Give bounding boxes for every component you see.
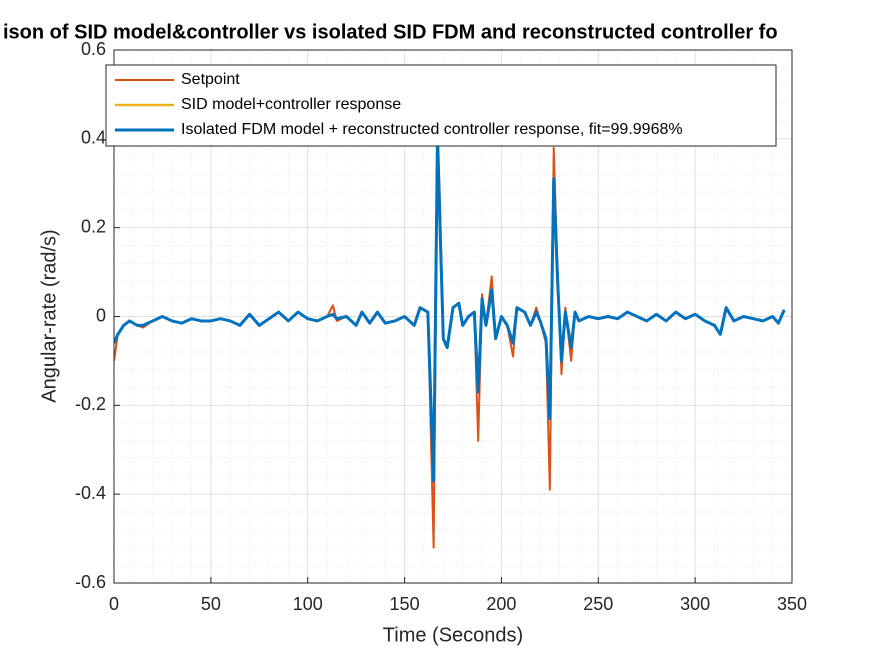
legend-label: SID model+controller response <box>181 96 401 113</box>
x-tick-label: 250 <box>583 594 613 614</box>
x-tick-label: 100 <box>293 594 323 614</box>
x-tick-label: 0 <box>109 594 119 614</box>
y-tick-label: 0.2 <box>81 216 106 236</box>
x-tick-label: 150 <box>390 594 420 614</box>
y-tick-label: 0 <box>96 305 106 325</box>
legend-label: Isolated FDM model + reconstructed contr… <box>181 121 683 138</box>
x-tick-label: 300 <box>680 594 710 614</box>
y-axis-label: Angular-rate (rad/s) <box>38 229 60 402</box>
y-tick-label: 0.6 <box>81 39 106 59</box>
legend-box <box>105 64 777 147</box>
chart-title: ison of SID model&controller vs isolated… <box>3 21 778 43</box>
series-line <box>114 132 786 483</box>
y-tick-label: -0.4 <box>75 483 106 503</box>
x-tick-label: 50 <box>201 594 221 614</box>
y-tick-label: 0.4 <box>81 128 106 148</box>
y-tick-label: -0.6 <box>75 572 106 592</box>
x-tick-label: 350 <box>777 594 807 614</box>
x-tick-label: 200 <box>486 594 516 614</box>
legend-label: Setpoint <box>181 71 240 88</box>
y-tick-label: -0.2 <box>75 394 106 414</box>
x-axis-label: Time (Seconds) <box>383 624 523 646</box>
